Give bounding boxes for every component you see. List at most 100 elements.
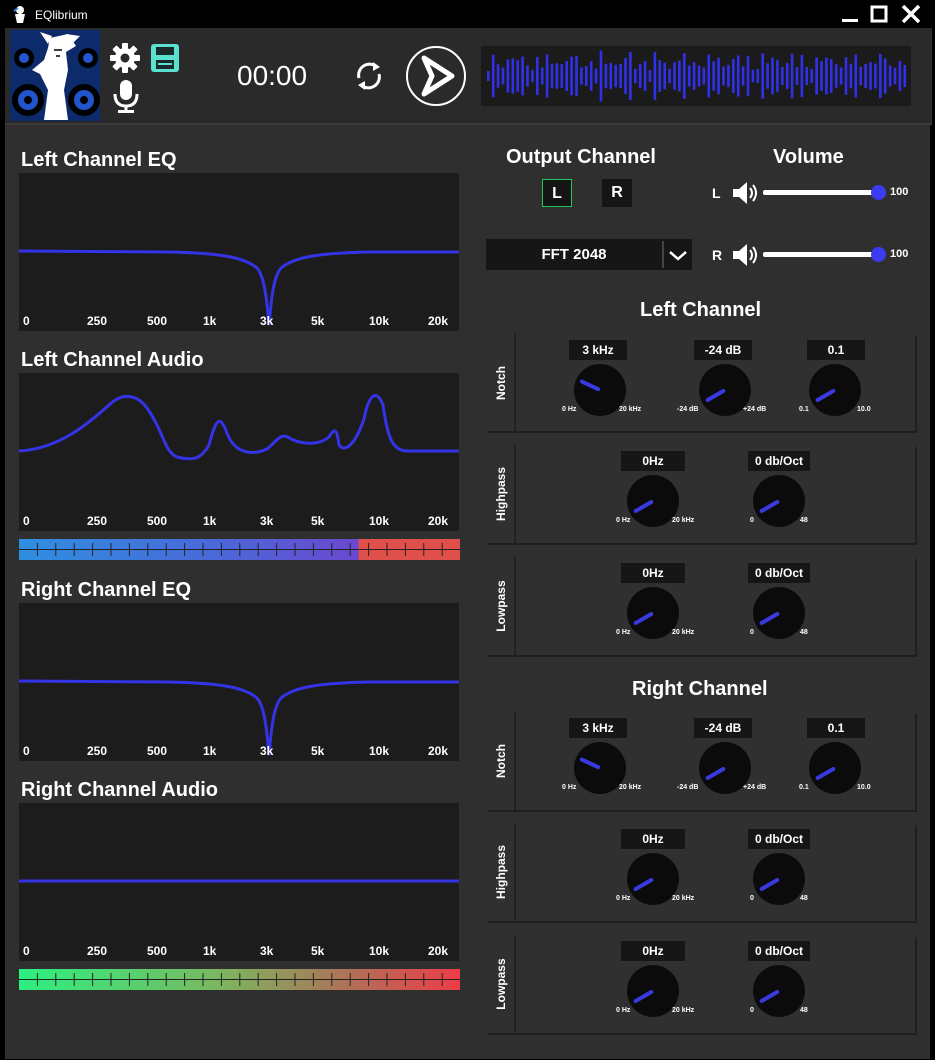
highpass-frequency-value[interactable]: 0Hz — [621, 451, 685, 471]
volume-title: Volume — [773, 146, 844, 168]
knob-max-label: 10.0 — [857, 406, 871, 413]
lowpass-frequency-knob[interactable] — [627, 587, 679, 639]
left_channel-notch-panel: Notch 3 kHz 0 Hz 20 kHz -24 dB -24 dB +24 dB 0.… — [486, 334, 915, 431]
notch-q-knob[interactable] — [809, 742, 861, 794]
notch-frequency-knob[interactable] — [574, 742, 626, 794]
notch-q-value[interactable]: 0.1 — [807, 340, 865, 360]
output-left-button[interactable]: L — [542, 179, 572, 207]
axis-tick-label: 20k — [428, 314, 449, 328]
fft-select[interactable]: FFT 2048 — [486, 239, 692, 270]
close-icon[interactable] — [900, 4, 922, 24]
highpass-slope-knob[interactable] — [753, 853, 805, 905]
app-icon — [13, 6, 25, 23]
highpass-slope-knob[interactable] — [753, 475, 805, 527]
axis-tick-label: 5k — [311, 744, 325, 758]
knob-max-label: 20 kHz — [672, 895, 695, 902]
notch-q-knob[interactable] — [809, 364, 861, 416]
microphone-icon[interactable] — [111, 78, 141, 114]
right-level-meter — [19, 969, 460, 990]
knob-min-label: 0 — [750, 1007, 754, 1014]
output-channel-title: Output Channel — [506, 146, 656, 168]
volume-left-value: 100 — [890, 186, 909, 198]
volume-right-slider[interactable] — [763, 252, 879, 257]
lowpass-frequency-value[interactable]: 0Hz — [621, 563, 685, 583]
lowpass-slope-knob[interactable] — [753, 965, 805, 1017]
fft-select-value: FFT 2048 — [541, 246, 607, 263]
title-bar: EQlibrium — [5, 1, 932, 28]
maximize-icon[interactable] — [870, 5, 890, 23]
notch-gain-knob[interactable] — [699, 364, 751, 416]
left-audio-graph: 0 250 500 1k 3k 5k 10k 20k — [19, 373, 459, 531]
lowpass-frequency-knob[interactable] — [627, 965, 679, 1017]
right-channel-title: Right Channel — [632, 678, 768, 700]
axis-tick-label: 3k — [260, 514, 274, 528]
highpass-frequency-value[interactable]: 0Hz — [621, 829, 685, 849]
axis-tick-label: 1k — [203, 744, 217, 758]
right-eq-title: Right Channel EQ — [21, 579, 191, 601]
highpass-frequency-knob[interactable] — [627, 853, 679, 905]
lowpass-slope-value[interactable]: 0 db/Oct — [748, 563, 810, 583]
knob-max-label: +24 dB — [743, 784, 767, 791]
output-right-button[interactable]: R — [602, 179, 632, 207]
knob-min-label: 0 — [750, 895, 754, 902]
notch-gain-value[interactable]: -24 dB — [694, 718, 752, 738]
chevron-down-icon[interactable] — [667, 247, 689, 263]
axis-tick-label: 1k — [203, 514, 217, 528]
axis-tick-label: 5k — [311, 514, 325, 528]
lowpass-slope-knob[interactable] — [753, 587, 805, 639]
play-button[interactable] — [404, 44, 468, 108]
axis-tick-label: 250 — [87, 744, 108, 758]
highpass-slope-value[interactable]: 0 db/Oct — [748, 451, 810, 471]
app-logo — [10, 30, 100, 121]
volume-left-slider[interactable] — [763, 190, 879, 195]
axis-tick-label: 3k — [260, 944, 274, 958]
axis-tick-label: 500 — [147, 314, 168, 328]
gear-icon[interactable] — [109, 42, 141, 74]
notch-q-value[interactable]: 0.1 — [807, 718, 865, 738]
knob-min-label: -24 dB — [677, 784, 699, 791]
left-audio-title: Left Channel Audio — [21, 349, 204, 371]
speaker-icon — [733, 182, 757, 204]
axis-tick-label: 20k — [428, 514, 449, 528]
axis-tick-label: 0 — [23, 314, 30, 328]
axis-tick-label: 5k — [311, 314, 325, 328]
notch-frequency-value[interactable]: 3 kHz — [569, 340, 627, 360]
volume-right-label: R — [712, 247, 723, 263]
lowpass-frequency-value[interactable]: 0Hz — [621, 941, 685, 961]
axis-tick-label: 250 — [87, 514, 108, 528]
highpass-slope-value[interactable]: 0 db/Oct — [748, 829, 810, 849]
axis-tick-label: 5k — [311, 944, 325, 958]
axis-tick-label: 250 — [87, 314, 108, 328]
left-eq-title: Left Channel EQ — [21, 149, 177, 171]
axis-tick-label: 1k — [203, 314, 217, 328]
notch-frequency-knob[interactable] — [574, 364, 626, 416]
volume-right-thumb[interactable] — [871, 247, 886, 262]
highpass-frequency-knob[interactable] — [627, 475, 679, 527]
left_channel-lowpass-panel: Lowpass 0Hz 0 Hz 20 kHz 0 db/Oct 0 48 — [486, 557, 915, 655]
knob-max-label: 20 kHz — [619, 784, 642, 791]
minimize-icon[interactable] — [840, 6, 860, 24]
knob-min-label: 0 Hz — [562, 406, 577, 413]
knob-max-label: +24 dB — [743, 406, 767, 413]
knob-min-label: 0.1 — [799, 784, 809, 791]
notch-frequency-value[interactable]: 3 kHz — [569, 718, 627, 738]
knob-min-label: 0 Hz — [616, 895, 631, 902]
app-window: EQlibrium — [4, 0, 932, 1060]
playback-time: 00:00 — [237, 60, 308, 91]
knob-max-label: 48 — [800, 517, 808, 524]
axis-tick-label: 3k — [260, 314, 274, 328]
lowpass-slope-value[interactable]: 0 db/Oct — [748, 941, 810, 961]
axis-tick-label: 250 — [87, 944, 108, 958]
knob-max-label: 10.0 — [857, 784, 871, 791]
notch-gain-value[interactable]: -24 dB — [694, 340, 752, 360]
left_channel-highpass-panel: Highpass 0Hz 0 Hz 20 kHz 0 db/Oct 0 48 — [486, 445, 915, 543]
right-audio-title: Right Channel Audio — [21, 779, 219, 801]
notch-gain-knob[interactable] — [699, 742, 751, 794]
band-label: Lowpass — [494, 958, 508, 1010]
knob-min-label: 0 — [750, 517, 754, 524]
axis-tick-label: 10k — [369, 944, 390, 958]
save-icon[interactable] — [150, 43, 180, 73]
volume-right-value: 100 — [890, 248, 909, 260]
repeat-icon[interactable] — [351, 58, 387, 94]
volume-left-thumb[interactable] — [871, 185, 886, 200]
